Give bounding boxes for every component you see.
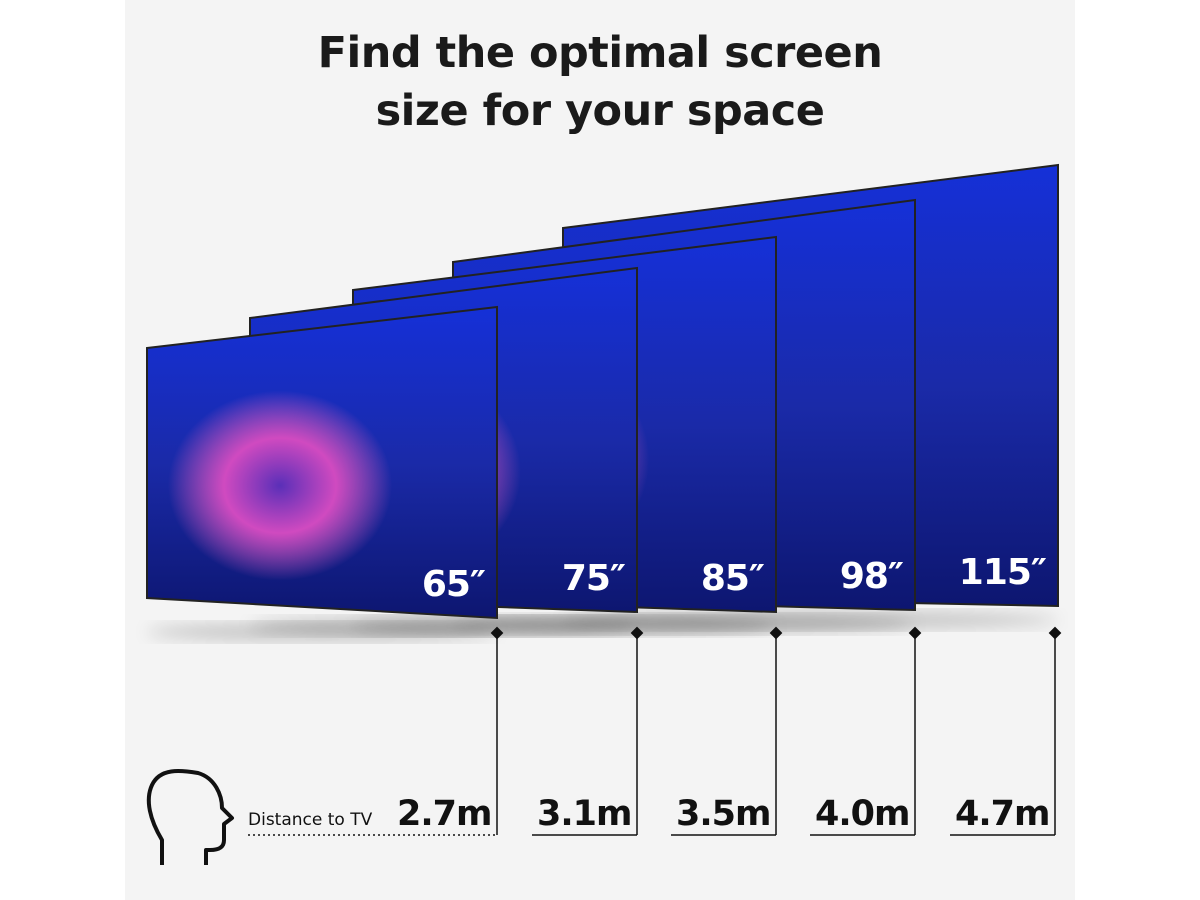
diamond-marker	[908, 626, 922, 640]
tv-size-label: 98″	[840, 556, 904, 597]
distance-value: 3.5m	[676, 794, 771, 834]
title-line-2: size for your space	[375, 86, 825, 136]
tv-0: 65″	[146, 305, 498, 642]
distance-value: 4.7m	[955, 794, 1050, 834]
distance-caption: Distance to TV	[248, 810, 373, 830]
tv-size-label: 75″	[562, 558, 626, 599]
title-line-1: Find the optimal screen	[317, 28, 883, 78]
distance-value: 2.7m	[397, 794, 492, 834]
diamond-marker	[630, 626, 644, 640]
diamond-marker	[1048, 626, 1062, 640]
tv-size-label: 85″	[701, 558, 765, 599]
diamond-marker	[490, 626, 504, 640]
distance-value: 3.1m	[537, 794, 632, 834]
coral-image	[168, 390, 392, 581]
tv-size-label: 65″	[422, 564, 486, 605]
tv-size-label: 115″	[959, 552, 1047, 593]
diamond-marker	[769, 626, 783, 640]
distance-value: 4.0m	[815, 794, 910, 834]
tv-shadow	[147, 622, 497, 642]
